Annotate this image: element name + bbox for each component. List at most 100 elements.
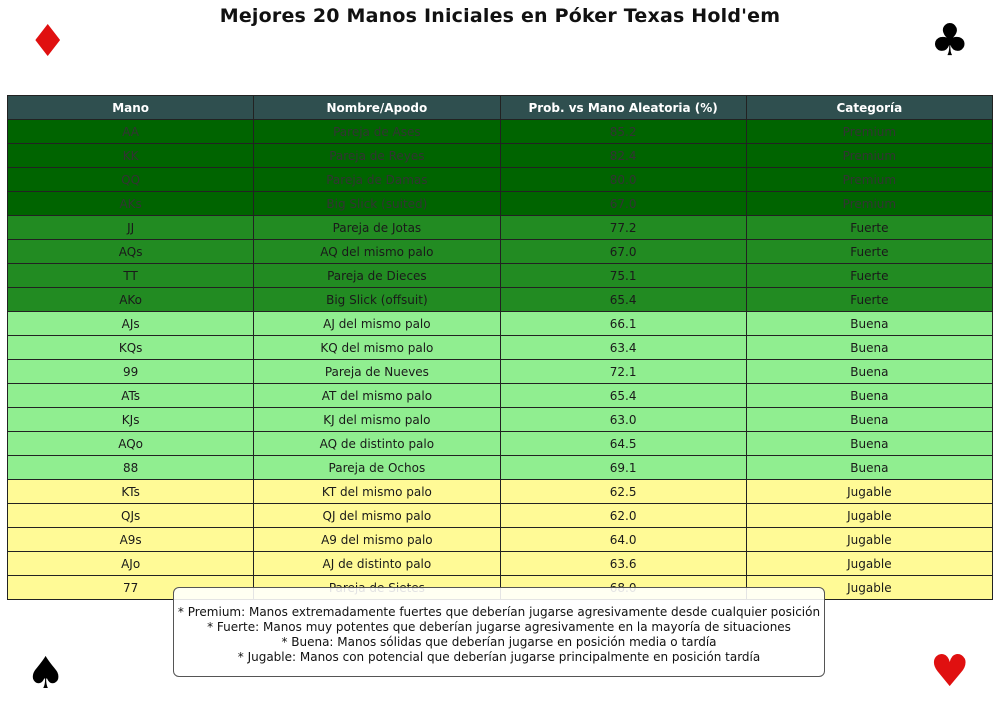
column-header-categoria: Categoría: [745, 95, 994, 120]
cell-mano: AA: [6, 119, 255, 144]
cell-prob: 62.0: [499, 503, 747, 528]
table-row: KTs KT del mismo palo 62.5 Jugable: [6, 479, 994, 504]
table-row: ATs AT del mismo palo 65.4 Buena: [6, 383, 994, 408]
cell-nombre: AQ del mismo palo: [253, 239, 501, 264]
cell-nombre: KJ del mismo palo: [253, 407, 501, 432]
table-row: JJ Pareja de Jotas 77.2 Fuerte: [6, 215, 994, 240]
cell-nombre: Big Slick (suited): [253, 191, 501, 216]
cell-mano: KTs: [6, 479, 255, 504]
cell-mano: AJs: [6, 311, 255, 336]
cell-nombre: A9 del mismo palo: [253, 527, 501, 552]
note-buena: * Buena: Manos sólidas que deberían juga…: [281, 635, 717, 649]
table-row: KK Pareja de Reyes 82.4 Premium: [6, 143, 994, 168]
cell-mano: A9s: [6, 527, 255, 552]
category-notes: * Premium: Manos extremadamente fuertes …: [173, 587, 825, 677]
cell-categoria: Buena: [745, 335, 994, 360]
heart-suit-icon: ♥: [930, 646, 970, 697]
cell-categoria: Buena: [745, 431, 994, 456]
cell-nombre: Big Slick (offsuit): [253, 287, 501, 312]
note-jugable: * Jugable: Manos con potencial que deber…: [237, 650, 761, 664]
table-row: AKs Big Slick (suited) 67.0 Premium: [6, 191, 994, 216]
cell-categoria: Jugable: [745, 551, 994, 576]
table-row: KQs KQ del mismo palo 63.4 Buena: [6, 335, 994, 360]
cell-categoria: Buena: [745, 311, 994, 336]
cell-categoria: Premium: [745, 167, 994, 192]
cell-prob: 63.6: [499, 551, 747, 576]
cell-categoria: Buena: [745, 383, 994, 408]
cell-prob: 77.2: [499, 215, 747, 240]
cell-categoria: Premium: [745, 191, 994, 216]
cell-prob: 66.1: [499, 311, 747, 336]
cell-prob: 80.0: [499, 167, 747, 192]
cell-prob: 67.0: [499, 191, 747, 216]
cell-nombre: AJ de distinto palo: [253, 551, 501, 576]
cell-prob: 63.0: [499, 407, 747, 432]
cell-nombre: Pareja de Jotas: [253, 215, 501, 240]
cell-nombre: Pareja de Reyes: [253, 143, 501, 168]
cell-mano: AKs: [6, 191, 255, 216]
cell-categoria: Fuerte: [745, 287, 994, 312]
table-row: QQ Pareja de Damas 80.0 Premium: [6, 167, 994, 192]
cell-mano: AQo: [6, 431, 255, 456]
table-row: AQs AQ del mismo palo 67.0 Fuerte: [6, 239, 994, 264]
table-row: 99 Pareja de Nueves 72.1 Buena: [6, 359, 994, 384]
cell-categoria: Jugable: [745, 479, 994, 504]
cell-prob: 82.4: [499, 143, 747, 168]
table-row: AQo AQ de distinto palo 64.5 Buena: [6, 431, 994, 456]
cell-prob: 62.5: [499, 479, 747, 504]
diamond-suit-icon: ♦: [28, 16, 68, 67]
table-row: AKo Big Slick (offsuit) 65.4 Fuerte: [6, 287, 994, 312]
table-row: AA Pareja de Ases 85.2 Premium: [6, 119, 994, 144]
cell-prob: 85.2: [499, 119, 747, 144]
cell-prob: 63.4: [499, 335, 747, 360]
cell-nombre: AT del mismo palo: [253, 383, 501, 408]
cell-nombre: AJ del mismo palo: [253, 311, 501, 336]
cell-nombre: KQ del mismo palo: [253, 335, 501, 360]
cell-mano: TT: [6, 263, 255, 288]
cell-prob: 72.1: [499, 359, 747, 384]
cell-mano: ATs: [6, 383, 255, 408]
cell-categoria: Buena: [745, 455, 994, 480]
cell-nombre: Pareja de Dieces: [253, 263, 501, 288]
cell-nombre: KT del mismo palo: [253, 479, 501, 504]
cell-nombre: AQ de distinto palo: [253, 431, 501, 456]
cell-prob: 67.0: [499, 239, 747, 264]
table-row: 88 Pareja de Ochos 69.1 Buena: [6, 455, 994, 480]
cell-mano: KJs: [6, 407, 255, 432]
cell-categoria: Jugable: [745, 503, 994, 528]
cell-categoria: Jugable: [745, 527, 994, 552]
cell-mano: JJ: [6, 215, 255, 240]
cell-mano: QJs: [6, 503, 255, 528]
cell-categoria: Buena: [745, 359, 994, 384]
hands-table: Mano Nombre/Apodo Prob. vs Mano Aleatori…: [6, 95, 994, 600]
column-header-prob: Prob. vs Mano Aleatoria (%): [499, 95, 747, 120]
cell-mano: KK: [6, 143, 255, 168]
note-premium: * Premium: Manos extremadamente fuertes …: [177, 605, 821, 619]
note-fuerte: * Fuerte: Manos muy potentes que debería…: [207, 620, 791, 634]
cell-prob: 65.4: [499, 287, 747, 312]
cell-prob: 69.1: [499, 455, 747, 480]
cell-nombre: Pareja de Nueves: [253, 359, 501, 384]
cell-categoria: Buena: [745, 407, 994, 432]
table-row: A9s A9 del mismo palo 64.0 Jugable: [6, 527, 994, 552]
table-row: AJs AJ del mismo palo 66.1 Buena: [6, 311, 994, 336]
cell-mano: 88: [6, 455, 255, 480]
cell-mano: AJo: [6, 551, 255, 576]
cell-categoria: Fuerte: [745, 215, 994, 240]
cell-categoria: Fuerte: [745, 239, 994, 264]
club-suit-icon: ♣: [930, 15, 970, 66]
cell-prob: 64.0: [499, 527, 747, 552]
chart-title: Mejores 20 Manos Iniciales en Póker Texa…: [219, 5, 781, 27]
cell-nombre: Pareja de Damas: [253, 167, 501, 192]
column-header-nombre: Nombre/Apodo: [253, 95, 501, 120]
cell-mano: 99: [6, 359, 255, 384]
cell-prob: 64.5: [499, 431, 747, 456]
cell-nombre: Pareja de Ases: [253, 119, 501, 144]
table-row: TT Pareja de Dieces 75.1 Fuerte: [6, 263, 994, 288]
spade-suit-icon: ♠: [26, 648, 66, 699]
cell-prob: 65.4: [499, 383, 747, 408]
cell-prob: 75.1: [499, 263, 747, 288]
table-row: KJs KJ del mismo palo 63.0 Buena: [6, 407, 994, 432]
column-header-mano: Mano: [6, 95, 255, 120]
cell-mano: AQs: [6, 239, 255, 264]
